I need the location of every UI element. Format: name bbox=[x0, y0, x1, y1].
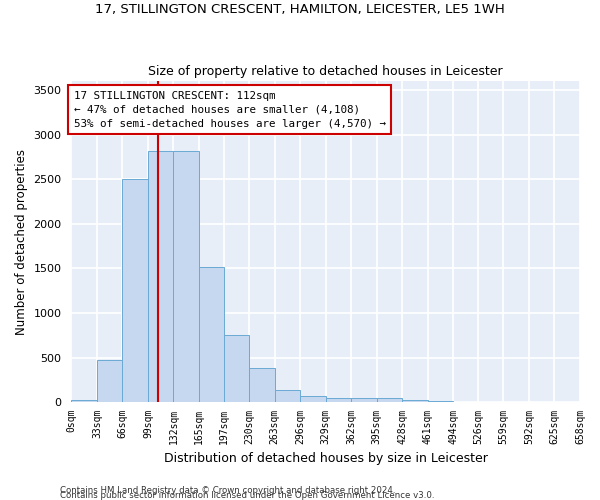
Bar bbox=[148, 150, 173, 402]
Bar bbox=[97, 360, 122, 402]
Bar bbox=[122, 179, 148, 402]
Bar bbox=[351, 398, 377, 402]
Title: Size of property relative to detached houses in Leicester: Size of property relative to detached ho… bbox=[148, 66, 503, 78]
Bar bbox=[402, 400, 428, 402]
Bar bbox=[224, 336, 249, 402]
Bar bbox=[300, 396, 326, 402]
Text: 17 STILLINGTON CRESCENT: 112sqm
← 47% of detached houses are smaller (4,108)
53%: 17 STILLINGTON CRESCENT: 112sqm ← 47% of… bbox=[74, 91, 386, 129]
Bar bbox=[173, 150, 199, 402]
X-axis label: Distribution of detached houses by size in Leicester: Distribution of detached houses by size … bbox=[164, 452, 488, 465]
Bar bbox=[275, 390, 300, 402]
Bar bbox=[249, 368, 275, 402]
Bar bbox=[377, 398, 402, 402]
Text: Contains public sector information licensed under the Open Government Licence v3: Contains public sector information licen… bbox=[60, 491, 434, 500]
Bar bbox=[326, 398, 351, 402]
Bar bbox=[199, 266, 224, 402]
Text: 17, STILLINGTON CRESCENT, HAMILTON, LEICESTER, LE5 1WH: 17, STILLINGTON CRESCENT, HAMILTON, LEIC… bbox=[95, 2, 505, 16]
Text: Contains HM Land Registry data © Crown copyright and database right 2024.: Contains HM Land Registry data © Crown c… bbox=[60, 486, 395, 495]
Y-axis label: Number of detached properties: Number of detached properties bbox=[15, 148, 28, 334]
Bar bbox=[71, 400, 97, 402]
